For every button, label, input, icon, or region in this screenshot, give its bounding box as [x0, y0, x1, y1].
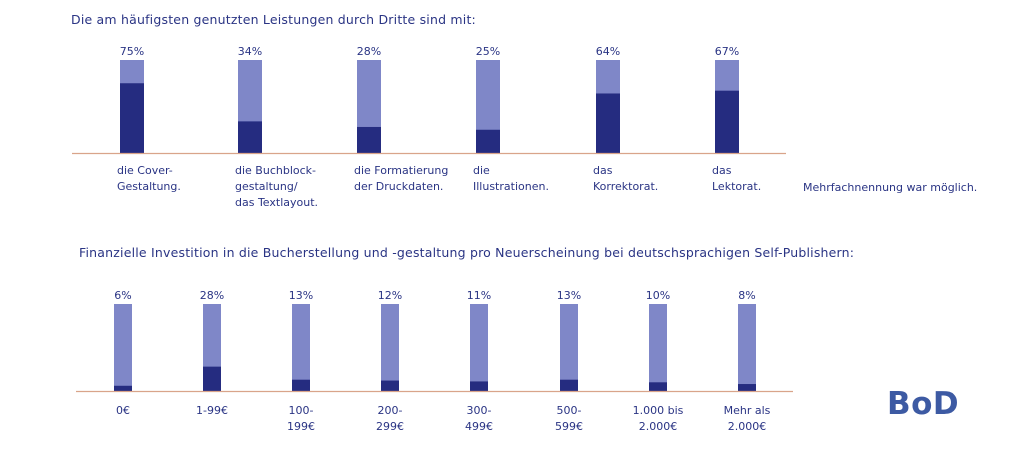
category-label: die Cover- — [117, 164, 173, 177]
data-label: 12% — [378, 289, 402, 302]
bar — [470, 381, 488, 391]
bar — [476, 129, 500, 153]
bar — [114, 385, 132, 391]
category-label: das Textlayout. — [235, 196, 318, 209]
category-label: 499€ — [465, 420, 493, 433]
bar — [381, 380, 399, 391]
category-label: die — [473, 164, 490, 177]
category-label: das — [712, 164, 732, 177]
category-label: gestaltung/ — [235, 180, 298, 193]
data-label: 28% — [200, 289, 224, 302]
data-label: 28% — [357, 45, 381, 58]
bar — [560, 379, 578, 391]
data-label: 75% — [120, 45, 144, 58]
data-label: 13% — [557, 289, 581, 302]
category-label: 599€ — [555, 420, 583, 433]
category-label: die Buchblock- — [235, 164, 316, 177]
bar — [120, 83, 144, 153]
category-label: 0€ — [116, 404, 130, 417]
category-label: 199€ — [287, 420, 315, 433]
category-label: Mehr als — [724, 404, 771, 417]
bod-logo: BoD — [887, 386, 960, 422]
bar-track — [381, 304, 399, 391]
category-label: 2.000€ — [639, 420, 678, 433]
bar-track — [470, 304, 488, 391]
bar-track — [649, 304, 667, 391]
bar-track — [738, 304, 756, 391]
data-label: 10% — [646, 289, 670, 302]
data-label: 64% — [596, 45, 620, 58]
bar — [357, 126, 381, 153]
chart-1-title: Die am häufigsten genutzten Leistungen d… — [71, 12, 476, 27]
category-label: Lektorat. — [712, 180, 761, 193]
category-label: 200- — [378, 404, 403, 417]
data-label: 13% — [289, 289, 313, 302]
category-label: das — [593, 164, 613, 177]
category-label: der Druckdaten. — [354, 180, 443, 193]
bar-track — [292, 304, 310, 391]
data-label: 8% — [738, 289, 755, 302]
data-label: 11% — [467, 289, 491, 302]
bar — [596, 93, 620, 153]
bar-track — [114, 304, 132, 391]
chart-2-title: Finanzielle Investition in die Bucherste… — [79, 245, 855, 260]
category-label: 1-99€ — [196, 404, 228, 417]
category-label: 300- — [467, 404, 492, 417]
bar — [238, 121, 262, 153]
category-label: 100- — [289, 404, 314, 417]
category-label: Korrektorat. — [593, 180, 658, 193]
bar-track — [560, 304, 578, 391]
bar — [715, 90, 739, 153]
category-label: Gestaltung. — [117, 180, 181, 193]
category-label: 2.000€ — [728, 420, 767, 433]
category-label: Illustrationen. — [473, 180, 549, 193]
bar — [649, 382, 667, 391]
data-label: 34% — [238, 45, 262, 58]
category-label: 500- — [557, 404, 582, 417]
category-label: die Formatierung — [354, 164, 448, 177]
bar — [738, 384, 756, 391]
bar — [203, 366, 221, 391]
category-label: 1.000 bis — [633, 404, 684, 417]
data-label: 25% — [476, 45, 500, 58]
data-label: 67% — [715, 45, 739, 58]
data-label: 6% — [114, 289, 131, 302]
bar — [292, 379, 310, 391]
multiple-answers-note: Mehrfachnennung war möglich. — [803, 181, 978, 194]
category-label: 299€ — [376, 420, 404, 433]
